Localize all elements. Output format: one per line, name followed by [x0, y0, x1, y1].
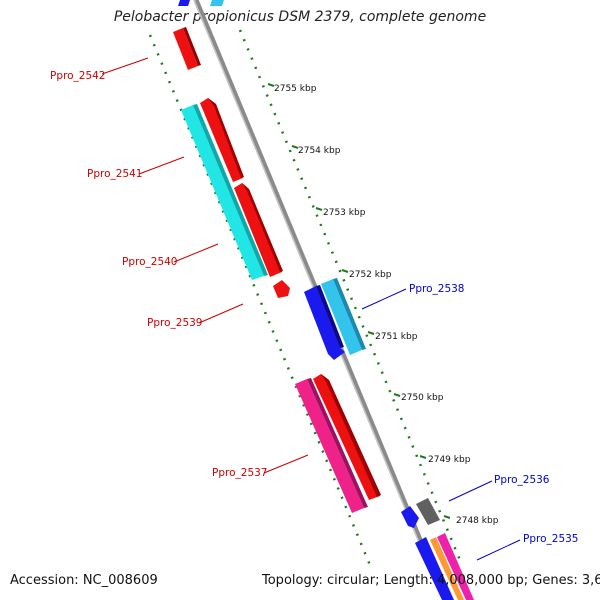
gene-top-blue: [178, 0, 190, 6]
accession-label: Accession: NC_008609: [10, 573, 158, 588]
gene-ppro-2540-b: [234, 183, 282, 277]
gene-label: Ppro_2536: [494, 474, 550, 486]
gene-features: [173, 0, 474, 600]
gene-ppro-2536-gray: [416, 498, 440, 525]
tick-label: 2748 kbp: [456, 516, 499, 526]
tick-label: 2749 kbp: [428, 455, 471, 465]
tick-label: 2753 kbp: [323, 208, 366, 218]
gene-ppro-2536-blue: [401, 506, 419, 528]
gene-label: Ppro_2538: [409, 283, 464, 295]
tick-label: 2750 kbp: [401, 393, 444, 403]
gene-label: Ppro_2541: [87, 168, 142, 180]
gene-label: Ppro_2542: [50, 70, 105, 82]
gene-ppro-2538-blue: [304, 286, 345, 360]
gene-ppro-2541: [181, 105, 264, 280]
tick-label: 2754 kbp: [298, 146, 341, 156]
gene-ppro-2539: [273, 280, 290, 298]
tick-label: 2752 kbp: [349, 270, 392, 280]
tick-label: 2751 kbp: [375, 332, 418, 342]
gene-label: Ppro_2539: [147, 317, 202, 329]
genome-summary: Topology: circular; Length: 4,008,000 bp…: [262, 573, 600, 588]
gene-ppro-2535-blue: [415, 537, 454, 600]
leader-lines: [101, 57, 521, 561]
gene-ppro-2540-a: [200, 98, 243, 182]
gene-top-cyan: [210, 0, 224, 6]
gene-ppro-2535-magenta: [437, 533, 474, 600]
gene-ppro-2537-pink: [295, 379, 364, 513]
tick-marks: [267, 83, 451, 519]
gene-label: Ppro_2535: [523, 533, 578, 545]
gene-ppro-2537-red: [313, 374, 380, 500]
gene-ppro-2542: [173, 28, 198, 70]
gene-label: Ppro_2540: [122, 256, 177, 268]
gene-ppro-2535-orange: [430, 537, 464, 600]
gene-ppro-2538-lightblue: [321, 279, 362, 355]
tick-label: 2755 kbp: [274, 84, 317, 94]
gene-label: Ppro_2537: [212, 467, 267, 479]
